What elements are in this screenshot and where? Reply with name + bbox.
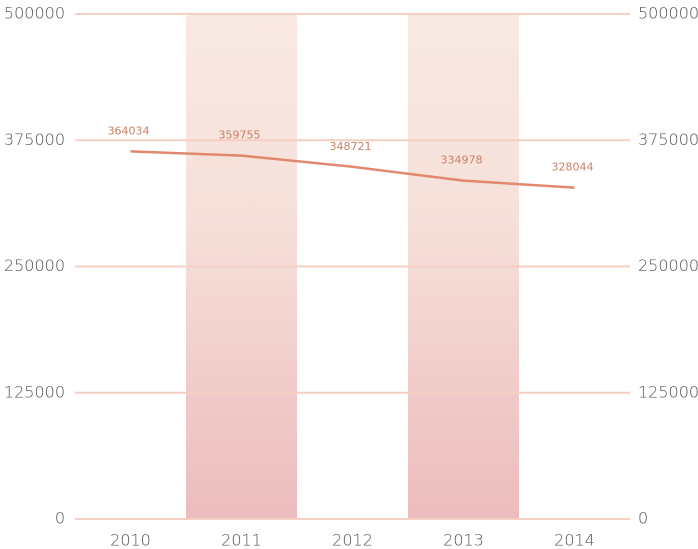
y2-tick-label: 375000 [638,130,698,149]
y2-tick-label: 500000 [638,4,698,23]
y2-tick-label: 0 [638,509,648,528]
x-tick-label: 2011 [221,531,262,549]
data-label: 348721 [330,140,372,153]
x-tick-label: 2012 [332,531,373,549]
y-tick-label: 0 [55,509,65,528]
y-tick-label: 125000 [4,382,65,401]
line [130,150,575,189]
data-label: 364034 [108,124,150,137]
y2-tick-label: 125000 [638,382,698,401]
y-tick-label: 250000 [4,256,65,275]
data-label: 334978 [441,154,483,167]
x-tick-label: 2013 [443,531,484,549]
x-tick-label: 2010 [110,531,151,549]
y2-tick-label: 250000 [638,256,698,275]
data-label: 359755 [219,129,261,142]
x-tick-label: 2014 [554,531,595,549]
data-label: 328044 [552,161,594,174]
y-tick-label: 500000 [4,4,65,23]
y-tick-label: 375000 [4,130,65,149]
